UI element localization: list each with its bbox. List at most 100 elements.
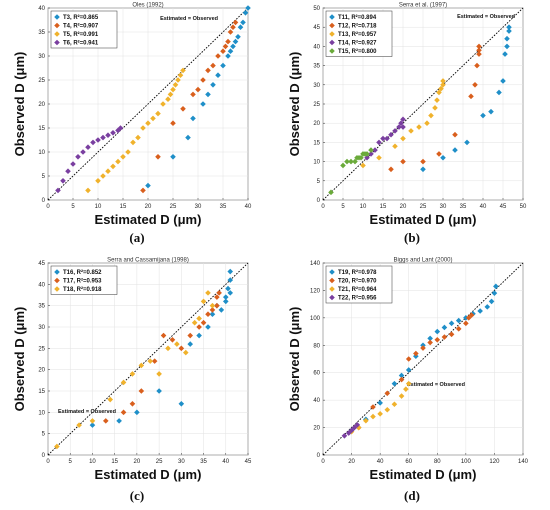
data-point [205, 290, 211, 296]
data-point [348, 427, 355, 434]
data-point [237, 24, 244, 30]
data-point [117, 125, 124, 131]
x-tick-label: 20 [400, 204, 407, 210]
data-point [167, 91, 174, 98]
data-point [145, 182, 151, 189]
data-point [242, 10, 249, 16]
data-point [232, 38, 239, 45]
data-point [472, 82, 478, 88]
data-point [441, 334, 448, 340]
data-point [502, 51, 508, 57]
data-point [392, 143, 398, 150]
data-point [340, 162, 346, 169]
data-point [178, 401, 185, 407]
data-point [89, 418, 96, 424]
data-point [360, 162, 366, 169]
data-point [436, 151, 442, 157]
series-2 [388, 43, 482, 173]
legend-marker [329, 269, 335, 275]
data-point [216, 290, 222, 296]
x-tick-label: 30 [178, 459, 185, 465]
data-point [170, 154, 176, 160]
data-point [420, 158, 426, 165]
data-point [85, 187, 91, 194]
x-tick-label: 40 [480, 204, 487, 210]
y-tick-label: 10 [38, 150, 45, 156]
data-point [392, 128, 398, 134]
x-tick-label: 30 [440, 204, 447, 210]
legend-label: T5, R²=0.991 [63, 31, 99, 38]
data-point [380, 135, 386, 142]
legend-box [50, 10, 118, 49]
data-point [400, 135, 406, 142]
legend-marker [329, 14, 335, 20]
data-point [95, 178, 101, 184]
x-axis-label: Estimated D (μm) [95, 212, 202, 227]
data-point [376, 154, 382, 161]
legend-label: T12, R²=0.718 [338, 23, 377, 30]
data-point [384, 390, 391, 397]
series-1 [145, 5, 251, 189]
y-tick-label: 5 [42, 432, 46, 438]
series-3 [360, 78, 446, 169]
legend-marker [54, 22, 60, 29]
y-tick-label: 5 [317, 179, 321, 185]
data-point [195, 86, 201, 93]
data-point [215, 72, 221, 78]
data-point [175, 77, 181, 83]
data-point [140, 187, 146, 194]
data-point [116, 418, 122, 424]
data-point [477, 308, 483, 314]
legend-label: T16, R²=0.852 [63, 269, 102, 276]
data-point [358, 154, 364, 161]
legend-label: T18, R²=0.918 [63, 286, 102, 293]
data-point [200, 77, 206, 83]
reference-line-label: Estimated = Observed [58, 409, 116, 415]
reference-line [47, 7, 249, 201]
x-tick-label: 30 [195, 204, 202, 210]
y-tick-label: 35 [38, 304, 45, 310]
legend-marker [54, 31, 60, 37]
data-point [196, 315, 202, 322]
legend-label: T3, R²=0.865 [63, 14, 99, 21]
x-tick-label: 45 [500, 204, 507, 210]
legend-marker [329, 48, 335, 54]
chart-title: Oles (1992) [132, 3, 163, 9]
legend-label: T21, R²=0.964 [338, 286, 377, 293]
data-point [190, 115, 196, 122]
data-point [210, 62, 216, 69]
data-point [220, 62, 226, 69]
legend-box [325, 265, 393, 304]
data-point [70, 161, 76, 167]
data-point [200, 319, 207, 326]
x-tick-label: 100 [461, 459, 472, 465]
data-point [115, 158, 121, 165]
data-point [177, 72, 184, 78]
caption-c: (c) [129, 488, 145, 503]
data-point [432, 105, 438, 111]
data-point [440, 154, 446, 161]
x-tick-label: 15 [380, 204, 387, 210]
data-point [441, 324, 448, 331]
data-point [140, 125, 146, 131]
x-tick-label: 20 [134, 459, 141, 465]
series-1 [420, 24, 512, 173]
data-point [245, 5, 251, 11]
chart-b: 0 5 10 15 20 25 30 35 40 45 50 0 5 10 15 20 25 30 35 40 45 50… [287, 3, 527, 228]
reference-line-label: Estimated = Observed [160, 16, 218, 22]
data-point [165, 96, 171, 102]
reference-line [322, 7, 524, 201]
x-tick-label: 40 [245, 204, 252, 210]
chart-title: Serra et al. (1997) [399, 3, 447, 9]
y-tick-label: 25 [38, 78, 45, 84]
data-point [376, 139, 382, 146]
y-tick-label: 30 [38, 54, 45, 60]
y-axis-label: Observed D (μm) [12, 307, 27, 412]
data-point [403, 386, 409, 392]
data-point [155, 154, 161, 160]
data-point [434, 328, 441, 335]
data-point [205, 324, 211, 330]
caption-d: (d) [404, 488, 420, 503]
x-tick-label: 40 [222, 459, 229, 465]
data-point [170, 86, 176, 93]
